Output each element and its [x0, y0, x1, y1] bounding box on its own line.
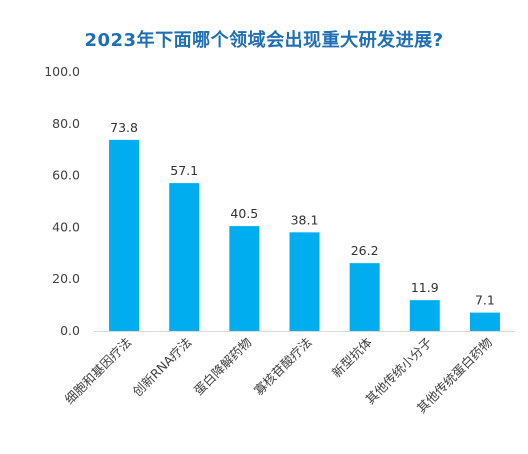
- x-tick-label: 蛋白降解药物: [191, 335, 255, 399]
- data-label: 57.1: [170, 163, 198, 178]
- y-tick-label: 60.0: [52, 168, 80, 183]
- data-label: 38.1: [291, 212, 319, 227]
- bar: [169, 183, 200, 331]
- y-tick-label: 80.0: [52, 116, 80, 131]
- data-label: 26.2: [351, 243, 379, 258]
- y-tick-label: 20.0: [52, 271, 80, 286]
- data-label: 40.5: [230, 206, 258, 221]
- bar: [229, 226, 260, 331]
- y-tick-label: 0.0: [60, 323, 80, 338]
- bar: [289, 232, 320, 331]
- x-tick-label: 细胞和基因疗法: [62, 335, 134, 407]
- bar: [409, 300, 440, 331]
- bar: [469, 312, 500, 331]
- bar: [349, 263, 380, 331]
- data-label: 7.1: [475, 293, 495, 308]
- y-tick-label: 100.0: [44, 64, 80, 79]
- x-tick-label: 寡核苷酸疗法: [251, 335, 315, 399]
- bar: [109, 139, 140, 331]
- data-label: 73.8: [110, 120, 138, 135]
- data-label: 11.9: [411, 280, 439, 295]
- x-tick-label: 创新RNA疗法: [130, 335, 195, 400]
- chart-title: 2023年下面哪个领域会出现重大研发进展?: [84, 30, 444, 51]
- y-tick-label: 40.0: [52, 219, 80, 234]
- x-tick-label: 新型抗体: [329, 334, 375, 380]
